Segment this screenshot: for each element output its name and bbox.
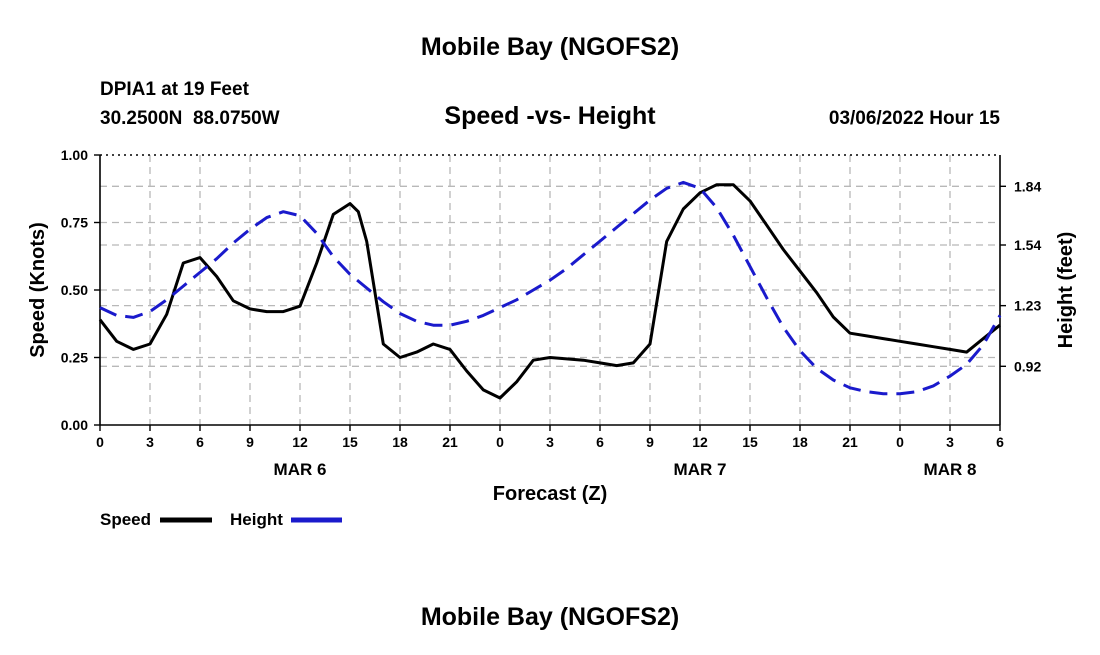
y2-tick-label: 1.23	[1014, 298, 1041, 314]
y2-axis-label: Height (feet)	[1055, 232, 1077, 349]
x-tick-label: 9	[646, 434, 654, 450]
x-tick-label: 12	[692, 434, 708, 450]
date-label: MAR 8	[924, 460, 977, 479]
page-title: Mobile Bay (NGOFS2)	[421, 33, 679, 61]
speed-series-line	[98, 183, 1001, 400]
x-tick-label: 0	[96, 434, 104, 450]
x-tick-label: 6	[596, 434, 604, 450]
footer-title: Mobile Bay (NGOFS2)	[421, 603, 679, 631]
x-tick-label: 0	[896, 434, 904, 450]
y-axis-ticks: 0.00 0.25 0.50 0.75 1.00	[61, 147, 100, 433]
legend-speed-label: Speed	[100, 510, 151, 529]
x-axis-label: Forecast (Z)	[493, 483, 607, 505]
x-tick-label: 3	[546, 434, 554, 450]
legend-height-label: Height	[230, 510, 283, 529]
station-coords: 30.2500N 88.0750W	[100, 108, 280, 129]
x-tick-label: 6	[196, 434, 204, 450]
x-tick-label: 6	[996, 434, 1004, 450]
x-tick-label: 15	[342, 434, 358, 450]
legend: Speed Height	[100, 510, 342, 529]
x-tick-label: 18	[792, 434, 808, 450]
x-tick-label: 12	[292, 434, 308, 450]
x-tick-label: 0	[496, 434, 504, 450]
x-tick-label: 3	[146, 434, 154, 450]
y2-tick-label: 1.84	[1014, 178, 1041, 194]
y-tick-label: 0.25	[61, 350, 88, 366]
y-tick-label: 0.50	[61, 282, 88, 298]
y2-tick-label: 0.92	[1014, 358, 1041, 374]
date-labels: MAR 6 MAR 7 MAR 8	[274, 460, 977, 479]
y-axis-label: Speed (Knots)	[27, 222, 49, 358]
station-name: DPIA1 at 19 Feet	[100, 79, 250, 100]
y2-axis-ticks: 0.92 1.23 1.54 1.84	[1000, 178, 1041, 374]
x-tick-label: 3	[946, 434, 954, 450]
height-series-line	[99, 180, 1002, 396]
x-tick-label: 21	[842, 434, 858, 450]
date-label: MAR 7	[674, 460, 727, 479]
y2-tick-label: 1.54	[1014, 237, 1041, 253]
x-tick-label: 18	[392, 434, 408, 450]
y-tick-label: 1.00	[61, 147, 88, 163]
y-tick-label: 0.00	[61, 417, 88, 433]
x-tick-label: 21	[442, 434, 458, 450]
grid-lines	[100, 155, 1000, 425]
x-tick-label: 15	[742, 434, 758, 450]
x-axis-ticks: 0 3 6 9 12 15 18 21 0 3 6 9 12 15 18 21 0 3 6	[96, 425, 1004, 450]
x-tick-label: 9	[246, 434, 254, 450]
date-label: MAR 6	[274, 460, 327, 479]
forecast-timestamp: 03/06/2022 Hour 15	[829, 108, 1001, 129]
y-tick-label: 0.75	[61, 215, 88, 231]
series-lines	[98, 180, 1002, 400]
chart-title: Speed -vs- Height	[444, 102, 656, 130]
